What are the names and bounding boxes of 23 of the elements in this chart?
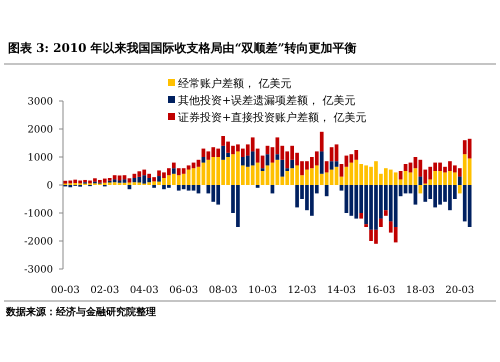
x-tick-label: 14-03 [327,285,356,296]
y-tick-label: -2000 [24,236,53,248]
y-tick-label: 2000 [28,124,53,136]
y-tick-label: 1000 [28,152,53,164]
legend-label: 其他投资+误差遗漏项差额， 亿美元 [178,94,356,107]
x-tick-label: 12-03 [288,285,316,296]
x-tick-label: 02-03 [90,285,120,296]
y-tick-label: -1000 [24,208,53,220]
x-tick-label: 10-03 [248,285,277,296]
x-tick-label: 08-03 [208,285,238,296]
legend-label: 证券投资+直接投资账户差额， 亿美元 [178,110,367,124]
legend-label: 经常账户差额， 亿美元 [178,76,292,90]
y-tick-label: -3000 [24,264,53,276]
chart-title: 图表 3: 2010 年以来我国国际收支格局由“双顺差”转向更加平衡 [8,41,357,55]
x-tick-label: 20-03 [445,285,474,296]
source-note: 数据来源：经济与金融研究院整理 [5,306,156,318]
x-tick-label: 16-03 [366,285,396,296]
y-tick-label: 3000 [28,96,53,108]
x-tick-label: 00-03 [50,285,80,296]
y-tick-label: 0 [46,180,53,192]
x-tick-label: 04-03 [130,285,159,296]
x-tick-label: 06-03 [169,285,198,296]
x-tick-label: 18-03 [406,285,435,296]
